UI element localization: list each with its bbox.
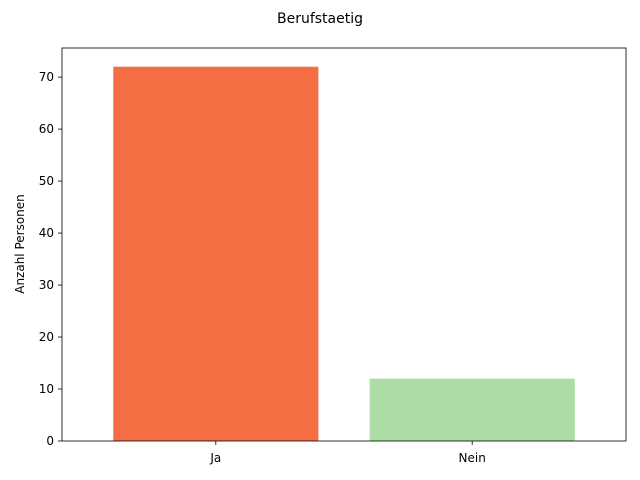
plot-area: Ja Nein 0 10 20 30 40 50 60 70 (39, 47, 627, 465)
y-axis-label: Anzahl Personen (13, 194, 27, 294)
x-tick-label: Nein (459, 451, 486, 465)
x-tick-label: Ja (209, 451, 221, 465)
y-tick-label: 20 (39, 330, 54, 344)
y-tick-label: 70 (39, 70, 54, 84)
y-tick-label: 40 (39, 226, 54, 240)
y-tick-label: 10 (39, 382, 54, 396)
bar-nein (369, 378, 575, 441)
y-tick-label: 30 (39, 278, 54, 292)
y-tick-label: 50 (39, 174, 54, 188)
chart-title: Berufstaetig (277, 11, 363, 27)
y-tick-label: 0 (46, 434, 54, 448)
y-tick-label: 60 (39, 122, 54, 136)
axes-frame (61, 47, 627, 442)
bar-ja (113, 66, 319, 441)
